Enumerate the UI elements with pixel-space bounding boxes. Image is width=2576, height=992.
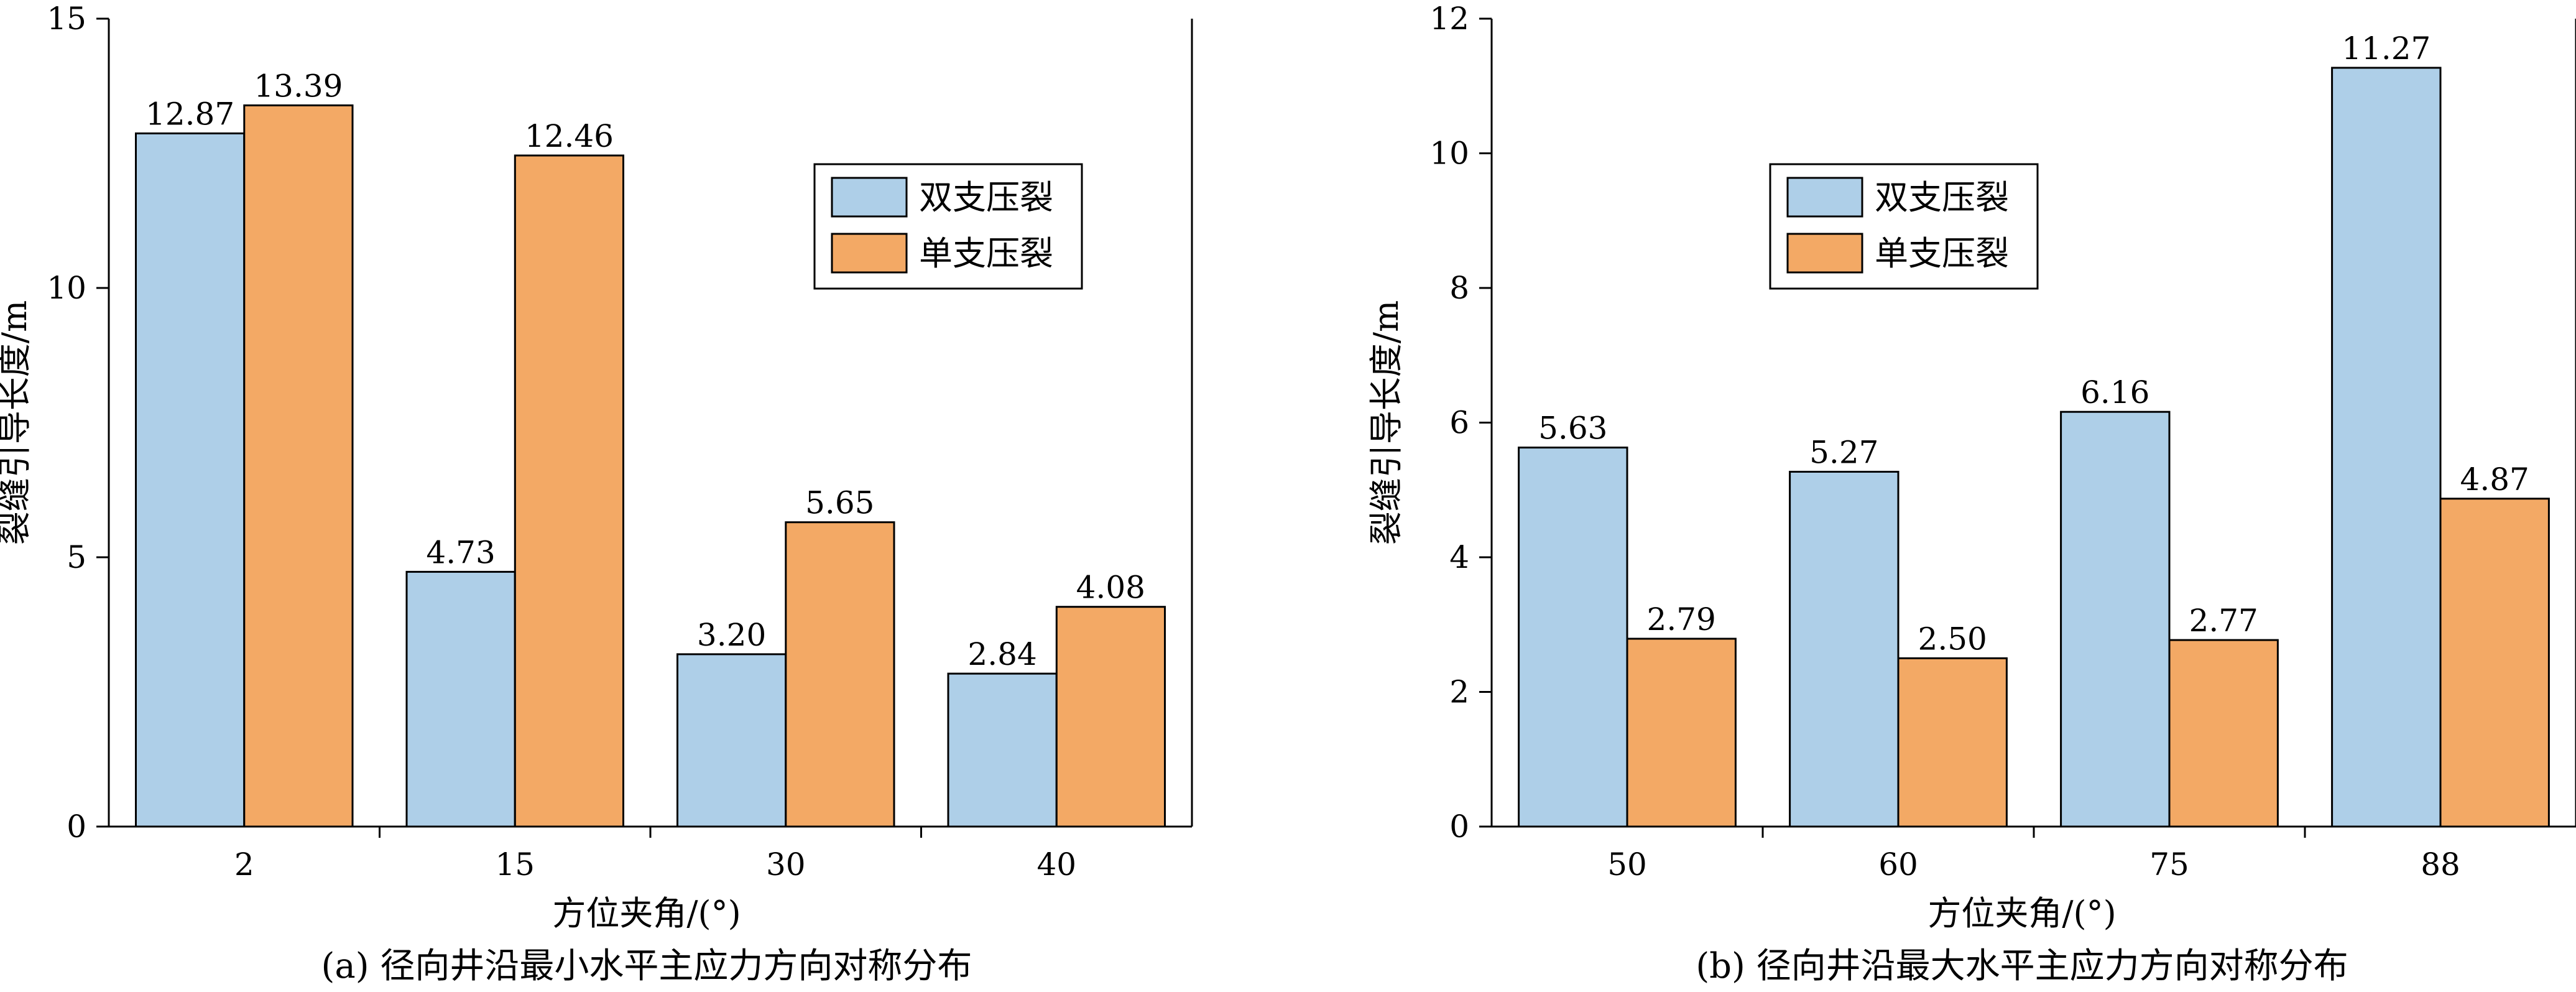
data-label-double-30: 3.20: [697, 617, 766, 653]
x-tick-label: 50: [1607, 846, 1647, 883]
y-tick-label: 8: [1449, 270, 1469, 306]
data-label-single-15: 12.46: [525, 118, 614, 154]
x-axis-title: 方位夹角/(°): [1927, 894, 2116, 933]
bar-double-75: [2060, 410, 2171, 828]
bar-double-88: [2331, 67, 2442, 828]
bar-single-60: [1897, 657, 2008, 828]
bar-single-40: [1055, 606, 1166, 828]
legend-label-single: 单支压裂: [1875, 234, 2009, 273]
y-tick-label: 6: [1449, 405, 1469, 441]
chart-caption: (a) 径向井沿最小水平主应力方向对称分布: [321, 946, 972, 986]
bar-double-15: [405, 570, 516, 828]
legend-label-double: 双支压裂: [919, 178, 1053, 217]
chart-panel-a: 12.87 13.39 4.73 12.46 3.20 5.65 2.84 4.08 0 5 10 1…: [0, 1, 1193, 986]
data-label-double-75: 6.16: [2080, 374, 2149, 410]
x-tick-label: 40: [1036, 846, 1076, 883]
data-label-single-88: 4.87: [2460, 461, 2529, 498]
x-tick-label: 2: [234, 846, 254, 883]
data-label-single-30: 5.65: [805, 485, 874, 521]
y-tick-label: 10: [47, 270, 86, 306]
x-axis-title: 方位夹角/(°): [552, 894, 741, 933]
bar-single-30: [785, 521, 895, 828]
data-label-double-60: 5.27: [1809, 435, 1878, 471]
data-label-single-60: 2.50: [1918, 621, 1987, 657]
legend-label-double: 双支压裂: [1875, 178, 2009, 217]
y-tick-label: 0: [67, 809, 86, 845]
legend-swatch-single: [831, 233, 908, 274]
bar-double-50: [1518, 447, 1628, 828]
chart-caption: (b) 径向井沿最大水平主应力方向对称分布: [1696, 946, 2348, 986]
bar-double-40: [947, 672, 1058, 828]
data-label-double-88: 11.27: [2342, 30, 2431, 67]
bar-single-15: [514, 154, 624, 828]
y-tick-label: 0: [1449, 809, 1469, 845]
data-label-double-40: 2.84: [967, 636, 1036, 672]
bar-double-2: [135, 132, 246, 828]
data-label-single-75: 2.77: [2189, 603, 2258, 639]
data-label-double-50: 5.63: [1538, 410, 1607, 447]
x-tick-label: 15: [495, 846, 535, 883]
y-tick-label: 12: [1429, 1, 1469, 37]
legend-swatch-double: [1786, 177, 1863, 218]
data-label-single-2: 13.39: [254, 68, 343, 104]
x-tick-label: 88: [2421, 846, 2460, 883]
x-tick-label: 75: [2149, 846, 2189, 883]
x-tick-label: 30: [766, 846, 806, 883]
bar-double-30: [676, 653, 787, 828]
bar-single-88: [2439, 498, 2550, 828]
bar-single-75: [2168, 639, 2279, 828]
x-tick-label: 60: [1878, 846, 1918, 883]
y-tick-label: 4: [1449, 539, 1469, 575]
data-label-double-2: 12.87: [145, 96, 234, 132]
legend-swatch-single: [1786, 233, 1863, 274]
chart-panel-b: 5.63 2.79 5.27 2.50 6.16 2.77 11.27 4.87 0 2 4 6 8 10…: [1367, 1, 2576, 986]
bar-double-60: [1789, 471, 1900, 828]
data-label-single-40: 4.08: [1076, 570, 1145, 606]
data-label-single-50: 2.79: [1647, 601, 1716, 637]
y-axis-title: 裂缝引导长度/m: [0, 300, 34, 545]
y-axis-title: 裂缝引导长度/m: [1367, 300, 1406, 545]
legend-label-single: 单支压裂: [919, 234, 1053, 273]
y-tick-label: 15: [47, 1, 86, 37]
legend-swatch-double: [831, 177, 908, 218]
bar-single-2: [243, 104, 354, 828]
y-tick-label: 2: [1449, 674, 1469, 710]
bar-single-50: [1626, 637, 1737, 828]
y-tick-label: 5: [67, 539, 86, 575]
y-tick-label: 10: [1429, 136, 1469, 172]
data-label-double-15: 4.73: [426, 534, 495, 570]
